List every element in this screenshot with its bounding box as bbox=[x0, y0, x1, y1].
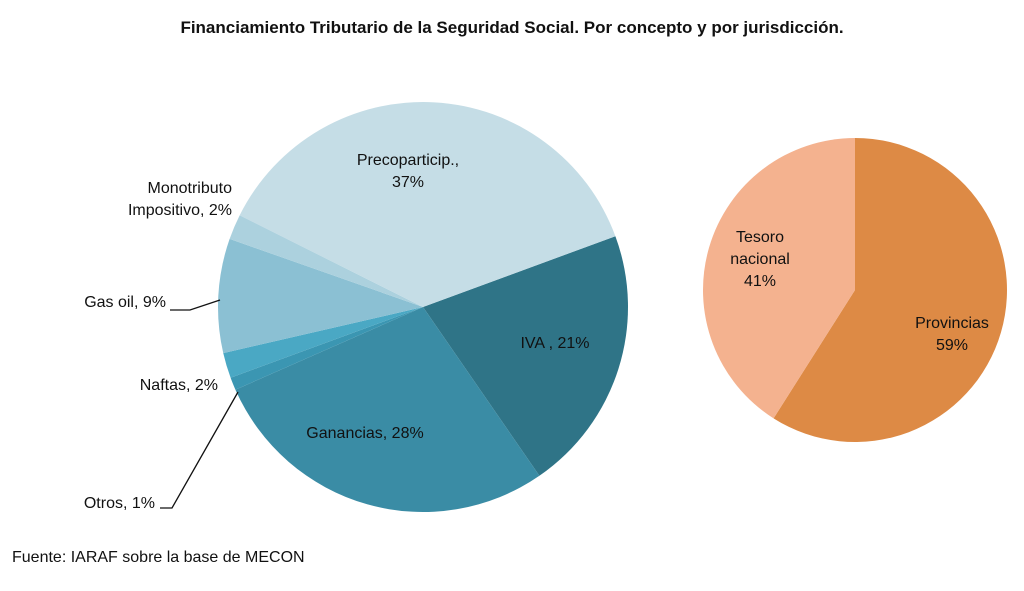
data-label: Monotributo Impositivo, 2% bbox=[128, 180, 232, 219]
data-label: Naftas, 2% bbox=[140, 377, 218, 394]
pie-slice-naftas bbox=[223, 307, 423, 378]
pie-slice-tesoro-nacional bbox=[703, 138, 855, 419]
pie-slice-provincias bbox=[773, 138, 1008, 442]
pie-slice-gas-oil bbox=[218, 238, 423, 354]
data-label: Tesoro nacional 41% bbox=[730, 229, 790, 290]
source-note: Fuente: IARAF sobre la base de MECON bbox=[12, 549, 305, 566]
pie-slice-ganancias bbox=[235, 307, 540, 512]
pie-slice-otros bbox=[230, 307, 423, 390]
pie-slice-monotributo-impositivo bbox=[229, 215, 423, 307]
data-label: Ganancias, 28% bbox=[306, 425, 423, 442]
data-label: Gas oil, 9% bbox=[84, 294, 166, 311]
chart-title: Financiamiento Tributario de la Segurida… bbox=[180, 18, 844, 37]
leader-line bbox=[170, 299, 221, 311]
data-label: Precoparticip., 37% bbox=[357, 152, 459, 191]
leader-line bbox=[160, 391, 239, 509]
pie-slice-precoparticip- bbox=[239, 102, 616, 307]
data-label: Otros, 1% bbox=[84, 495, 155, 512]
data-label: IVA , 21% bbox=[520, 335, 589, 352]
pie-slice-iva bbox=[423, 236, 628, 476]
data-label: Provincias 59% bbox=[915, 315, 989, 354]
